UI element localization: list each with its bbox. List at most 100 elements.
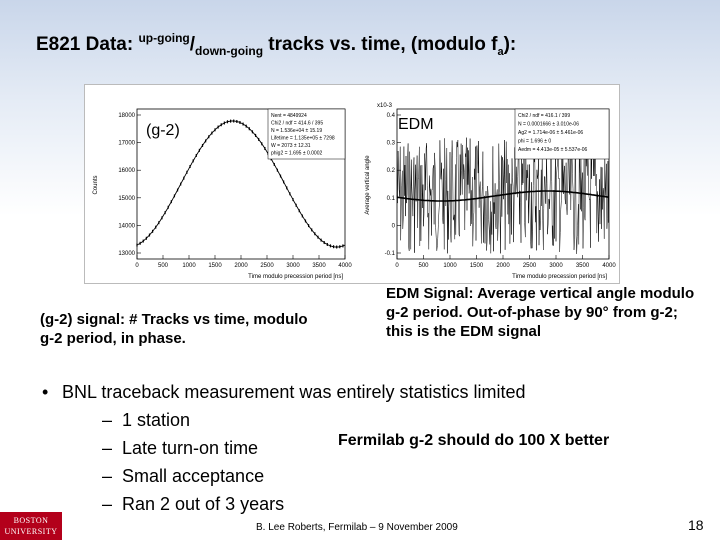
left-data-point — [152, 229, 154, 233]
left-x-tick-label: 1000 — [182, 263, 196, 269]
bullet-sub-2: Late turn-on time — [36, 434, 686, 462]
right-stats-line: Ag2 = 1.714e-06 ± 5.461e-06 — [518, 130, 583, 136]
title-down-going: down-going — [195, 44, 264, 58]
left-data-point — [176, 188, 179, 192]
right-ticks: -0.1 0 0.1 0.2 0.3 0.4 0 500 1000 1500 2000 2500 300… — [385, 113, 617, 269]
left-data-point — [245, 124, 247, 128]
left-data-point — [261, 142, 263, 146]
title-prefix: E821 Data: — [36, 34, 139, 55]
bullet-sub-3: Small acceptance — [36, 462, 686, 490]
left-data-point — [233, 119, 235, 123]
left-data-point — [173, 194, 176, 198]
left-x-tick-label: 2000 — [234, 263, 248, 269]
right-x-tick-label: 4000 — [602, 263, 616, 269]
left-y-axis-label: Counts — [93, 175, 99, 194]
left-x-tick-label: 0 — [135, 263, 139, 269]
left-data-point — [211, 131, 213, 135]
left-data-point — [195, 153, 197, 157]
left-data-point — [320, 238, 322, 242]
left-data-point — [283, 180, 285, 184]
left-ticks: 13000 14000 15000 16000 17000 18000 0 500 1000 15… — [118, 113, 352, 269]
right-exponent-label: x10-3 — [377, 103, 393, 109]
title-subscript: a — [497, 45, 504, 58]
left-stats-line: W = 2073 ± 12.31 — [271, 143, 311, 149]
left-data-point — [142, 239, 144, 243]
left-data-point — [339, 245, 341, 249]
left-data-point — [329, 244, 332, 248]
left-data-point — [308, 224, 310, 228]
left-data-point — [220, 123, 222, 127]
left-data-point — [248, 127, 250, 131]
left-data-point — [289, 192, 291, 196]
right-stats-line: N = 0.0001666 ± 3.010e-06 — [518, 122, 579, 128]
left-x-tick-label: 4000 — [338, 263, 352, 269]
left-y-tick-label: 14000 — [118, 223, 135, 229]
left-stats-line: Lifetime = 1.135e+05 ± 7298 — [271, 136, 335, 142]
left-data-point — [295, 203, 297, 207]
left-x-tick-label: 2500 — [260, 263, 274, 269]
bullet-list: BNL traceback measurement was entirely s… — [36, 378, 686, 518]
logo-line-1: BOSTON — [13, 516, 49, 525]
slide-title: E821 Data: up-going/down-going tracks vs… — [36, 31, 696, 58]
left-y-tick-label: 18000 — [118, 113, 135, 119]
left-data-point — [273, 162, 275, 166]
left-data-point — [164, 211, 166, 215]
left-data-point — [223, 121, 225, 125]
left-stats-line: phig2 = 1.695 ± 0.0002 — [271, 151, 322, 157]
left-x-tick-label: 500 — [158, 263, 169, 269]
left-data-point — [198, 148, 200, 152]
right-x-tick-label: 500 — [418, 263, 429, 269]
right-x-tick-label: 0 — [395, 263, 399, 269]
left-stats-line: Nent = 4849924 — [271, 113, 307, 119]
left-data-point — [239, 120, 241, 124]
right-stats-line: Chi2 / ndf = 416.1 / 399 — [518, 113, 570, 119]
right-y-tick-label: 0 — [392, 223, 396, 229]
right-x-tick-label: 2000 — [496, 263, 510, 269]
title-suffix: ): — [503, 34, 517, 55]
edm-caption: EDM Signal: Average vertical angle modul… — [386, 285, 695, 340]
right-y-tick-label: 0.1 — [387, 196, 396, 202]
left-y-tick-label: 16000 — [118, 168, 135, 174]
left-data-point — [342, 244, 344, 248]
title-middle: tracks vs. time, (modulo f — [263, 34, 498, 55]
left-x-tick-label: 3500 — [312, 263, 326, 269]
left-data-point — [264, 147, 266, 151]
right-stats-text: Chi2 / ndf = 416.1 / 399 N = 0.0001666 ± … — [518, 113, 588, 153]
left-data-point — [201, 143, 204, 147]
g2-caption: (g-2) signal: # Tracks vs time, modulo g… — [40, 311, 308, 347]
fermilab-callout: Fermilab g-2 should do 100 X better — [338, 432, 610, 449]
left-data-points — [136, 119, 344, 249]
left-stats-line: N = 1.536e+04 ± 15.19 — [271, 128, 322, 134]
left-stats-box — [267, 108, 346, 160]
left-data-point — [236, 119, 238, 123]
left-stats-text: Nent = 4849924 Chi2 / ndf = 414.6 / 395N … — [271, 113, 335, 157]
left-data-point — [148, 233, 151, 237]
left-data-point — [286, 186, 288, 190]
left-data-point — [279, 174, 282, 178]
left-data-point — [208, 135, 210, 139]
left-data-point — [136, 243, 138, 247]
logo-line-2: UNIVERSITY — [4, 527, 58, 536]
left-data-point — [161, 216, 163, 220]
left-data-point — [217, 125, 219, 129]
right-x-tick-label: 1500 — [470, 263, 484, 269]
left-data-point — [301, 214, 303, 218]
bullet-sub-1: 1 station — [36, 406, 686, 434]
right-x-tick-label: 2500 — [523, 263, 537, 269]
left-y-tick-label: 13000 — [118, 251, 135, 257]
left-data-point — [183, 176, 185, 180]
left-data-point — [323, 241, 325, 245]
right-y-tick-label: 0.2 — [387, 168, 396, 174]
left-data-point — [326, 242, 328, 246]
left-data-point — [317, 235, 319, 239]
left-data-point — [155, 225, 157, 229]
right-stats-line: phi = 1.696 ± 0 — [518, 139, 551, 145]
left-data-point — [180, 182, 182, 186]
left-data-point — [230, 119, 232, 123]
right-y-tick-label: 0.4 — [387, 113, 396, 119]
left-data-point — [258, 137, 260, 141]
bullet-sub-4: Ran 2 out of 3 years — [36, 490, 686, 518]
left-data-point — [167, 205, 169, 209]
right-x-axis-label: Time modulo precession period [ns] — [512, 274, 607, 280]
